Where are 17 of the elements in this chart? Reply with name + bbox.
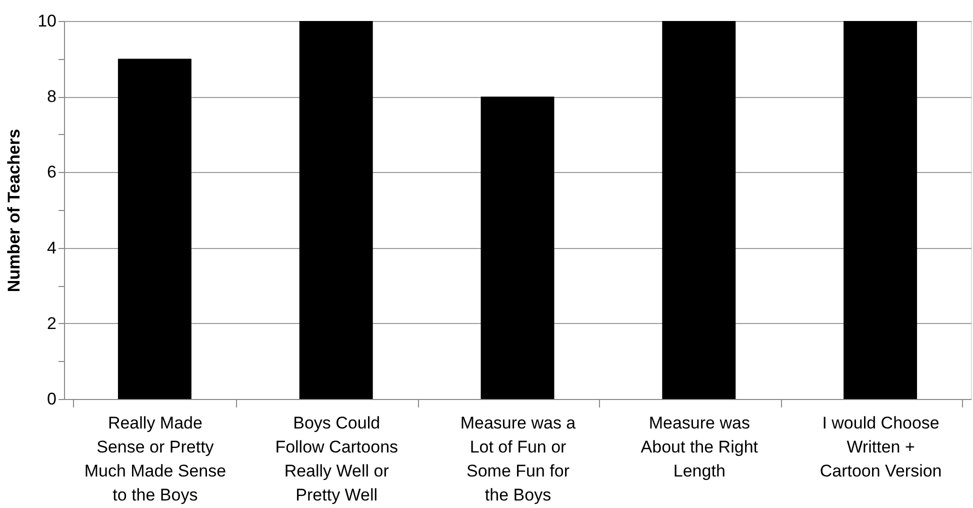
y-tick-label: 8 [47,87,56,106]
y-axis-title: Number of Teachers [4,128,24,292]
bar [662,21,736,399]
x-tick-label: I would Choose Written + Cartoon Version [820,414,942,480]
bar [118,58,192,399]
y-tick-label: 0 [47,390,56,408]
bar [299,21,373,399]
x-tick-label: Measure was a Lot of Fun or Some Fun for the Boys [460,414,576,504]
y-tick-label: 4 [47,238,56,258]
bar [480,96,554,399]
x-tick-label: Boys Could Follow Cartoons Really Well or Pretty Well [275,414,398,504]
x-tick-label: Measure was About the Right Length [640,414,758,480]
y-tick-label: 2 [47,314,56,333]
y-tick-label: 6 [47,162,56,182]
y-tick-label: 10 [38,12,56,30]
bar [844,21,918,399]
x-tick-label: Really Made Sense or Pretty Much Made Sense to the Boys [84,414,226,504]
